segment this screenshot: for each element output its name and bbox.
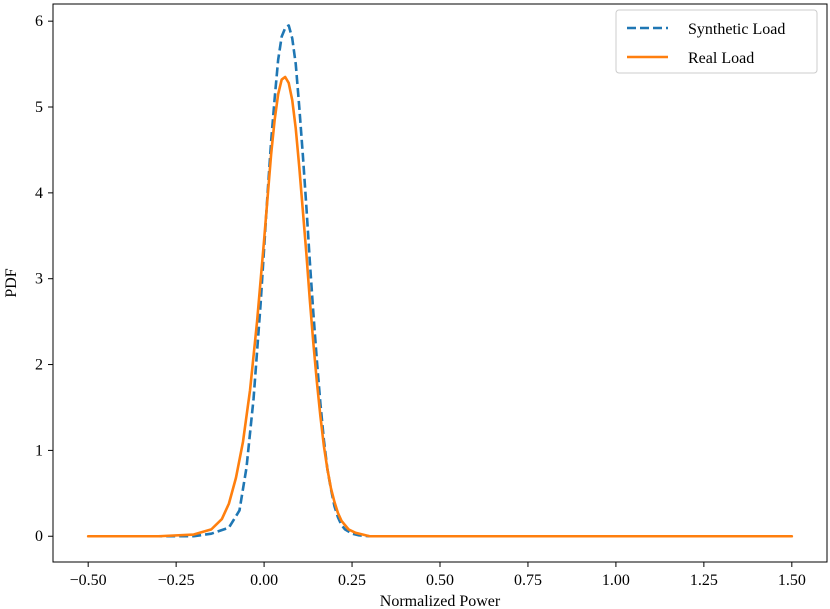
y-tick-label: 1	[35, 442, 43, 459]
plot-area	[52, 3, 828, 563]
x-tick-label: 0.50	[426, 572, 454, 589]
x-tick-label: −0.25	[158, 572, 195, 589]
x-tick-label: 0.75	[514, 572, 542, 589]
legend-label-1: Synthetic Load	[688, 21, 785, 38]
y-axis: 0 1 2 3 4 5 6	[35, 13, 53, 545]
y-tick-label: 4	[35, 185, 43, 202]
x-tick-label: 0.25	[338, 572, 366, 589]
y-tick-label: 3	[35, 271, 43, 288]
x-tick-label: −0.50	[70, 572, 107, 589]
series-line-2	[86, 75, 794, 538]
legend: Synthetic Load Real Load	[615, 9, 818, 74]
y-tick-label: 5	[35, 99, 43, 116]
y-tick-label: 2	[35, 357, 43, 374]
y-tick-label: 0	[35, 528, 43, 545]
x-axis: −0.50 −0.25 0.00 0.25 0.50 0.75 1.00 1.25 1.50	[70, 562, 806, 589]
x-tick-label: 1.50	[778, 572, 806, 589]
x-axis-label: Normalized Power	[380, 593, 501, 609]
x-tick-label: 0.00	[250, 572, 278, 589]
legend-label-2: Real Load	[688, 50, 754, 67]
x-tick-label: 1.25	[690, 572, 718, 589]
y-axis-label: PDF	[3, 268, 20, 297]
series-line-1	[88, 24, 792, 538]
y-tick-label: 6	[35, 13, 43, 30]
x-tick-label: 1.00	[602, 572, 630, 589]
plot-frame	[52, 3, 828, 563]
